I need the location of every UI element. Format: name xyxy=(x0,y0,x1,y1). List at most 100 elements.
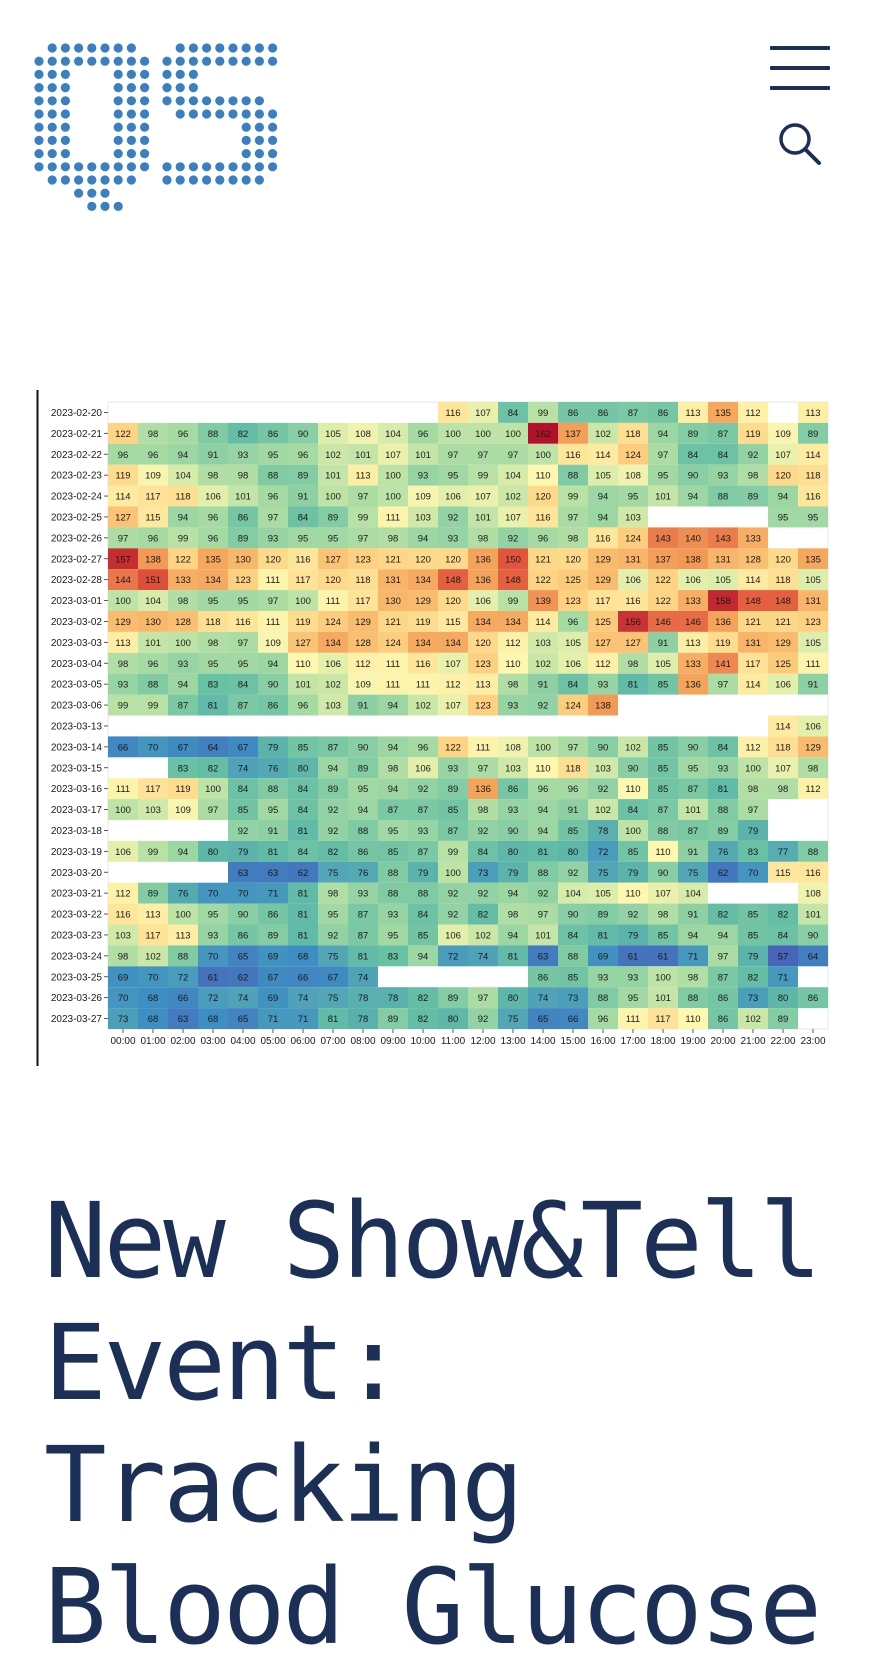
heatmap-cell-label: 99 xyxy=(478,471,489,482)
heatmap-cell-label: 84 xyxy=(568,680,579,691)
search-button[interactable] xyxy=(774,118,828,172)
heatmap-cell-label: 81 xyxy=(508,951,519,962)
heatmap-cell xyxy=(258,945,288,967)
heatmap-cell xyxy=(438,631,468,653)
heatmap-cell xyxy=(318,422,348,444)
heatmap-cell-label: 86 xyxy=(658,408,669,419)
heatmap-cell xyxy=(678,924,708,946)
logo-dot xyxy=(126,135,136,145)
heatmap-cell xyxy=(468,694,498,716)
heatmap-cell xyxy=(288,1008,318,1029)
qs-logo[interactable] xyxy=(30,38,290,238)
heatmap-cell xyxy=(408,652,438,674)
heatmap-cell-label: 94 xyxy=(178,847,189,858)
heatmap-cell xyxy=(708,548,738,570)
heatmap-cell xyxy=(378,652,408,674)
heatmap-cell xyxy=(138,840,168,862)
heatmap-cell xyxy=(468,652,498,674)
heatmap-cell-label: 129 xyxy=(355,617,371,628)
heatmap-cell-label: 80 xyxy=(778,993,789,1004)
heatmap-cell-label: 148 xyxy=(445,575,461,586)
logo-dot xyxy=(202,43,212,53)
logo-dot xyxy=(126,175,136,185)
heatmap-cell xyxy=(528,987,558,1009)
heatmap-cell xyxy=(318,464,348,486)
heatmap-cell-label: 88 xyxy=(538,868,549,879)
heatmap-cell-label: 112 xyxy=(745,742,760,753)
heatmap-cell xyxy=(438,694,468,716)
heatmap-cell-label: 100 xyxy=(505,429,521,440)
heatmap-cell-label: 146 xyxy=(685,617,701,628)
heatmap-cell-label: 103 xyxy=(535,638,551,649)
heatmap-cell xyxy=(708,569,738,591)
heatmap-cell xyxy=(168,631,198,653)
heatmap-cell-label: 107 xyxy=(505,512,521,523)
heatmap-cell xyxy=(648,840,678,862)
heatmap-cell xyxy=(288,506,318,528)
heatmap-cell xyxy=(318,548,348,570)
x-tick-label: 09:00 xyxy=(380,1036,405,1047)
heatmap-cell xyxy=(468,402,498,423)
logo-dot xyxy=(60,56,70,66)
heatmap-cell xyxy=(438,611,468,632)
logo-dot xyxy=(140,83,150,93)
heatmap-cell xyxy=(618,527,648,549)
heatmap-cell-label: 84 xyxy=(238,680,249,691)
heatmap-cell xyxy=(528,736,558,758)
heatmap-cell xyxy=(708,422,738,444)
heatmap-cell xyxy=(288,924,318,946)
heatmap-cell-label: 97 xyxy=(538,910,549,921)
heatmap-cell-label: 98 xyxy=(118,659,129,670)
heatmap-cell xyxy=(198,778,228,800)
menu-button[interactable] xyxy=(766,42,834,94)
logo-dot xyxy=(100,43,110,53)
heatmap-cell-label: 93 xyxy=(268,533,279,544)
heatmap-cell xyxy=(798,924,828,946)
heatmap-cell-label: 131 xyxy=(385,575,401,586)
heatmap-cell xyxy=(378,820,408,841)
heatmap-cell xyxy=(198,527,228,549)
heatmap-cell xyxy=(168,778,198,800)
heatmap-cell-label: 88 xyxy=(208,429,219,440)
heatmap-cell-label: 136 xyxy=(685,680,701,691)
heatmap-cell-label: 93 xyxy=(448,533,459,544)
logo-dot xyxy=(268,43,278,53)
heatmap-cell-label: 96 xyxy=(148,533,159,544)
y-tick-label: 2023-02-21 xyxy=(51,429,103,440)
heatmap-cell-label: 88 xyxy=(808,847,819,858)
heatmap-cell-label: 120 xyxy=(265,554,281,565)
heatmap-cell xyxy=(408,422,438,444)
heatmap-cell-label: 99 xyxy=(148,701,159,712)
logo-dot xyxy=(74,175,84,185)
heatmap-cell xyxy=(528,966,558,988)
heatmap-cell-label: 96 xyxy=(208,533,219,544)
heatmap-cell xyxy=(408,590,438,611)
heatmap-cell xyxy=(108,485,138,507)
heatmap-cell-label: 86 xyxy=(508,784,519,795)
heatmap-cell-label: 81 xyxy=(328,1014,339,1025)
heatmap-cell xyxy=(708,861,738,883)
logo-dot xyxy=(100,188,110,198)
heatmap-cell xyxy=(438,924,468,946)
heatmap-cell-label: 92 xyxy=(418,784,429,795)
heatmap-cell xyxy=(768,569,798,591)
heatmap-cell-label: 100 xyxy=(535,742,551,753)
heatmap-cell-label: 107 xyxy=(475,408,491,419)
heatmap-cell-label: 84 xyxy=(568,930,579,941)
heatmap-cell xyxy=(528,527,558,549)
heatmap-cell-label: 118 xyxy=(775,575,790,586)
x-tick-label: 15:00 xyxy=(560,1036,585,1047)
heatmap-cell xyxy=(108,903,138,925)
article-title[interactable]: New Show&Tell Event: Tracking Blood Gluc… xyxy=(44,1180,822,1668)
heatmap-cell xyxy=(408,569,438,591)
logo-dot xyxy=(175,43,185,53)
heatmap-cell xyxy=(558,882,588,904)
heatmap-cell xyxy=(378,548,408,570)
heatmap-cell-label: 100 xyxy=(745,763,761,774)
logo-dot xyxy=(268,56,278,66)
hero-image[interactable]: 116 107 84 99 86 86 87 86 113 135 112 113 122 98 96 88 8… xyxy=(36,390,836,1068)
heatmap-cell-label: 100 xyxy=(655,972,671,983)
heatmap-cell xyxy=(108,631,138,653)
heatmap-cell xyxy=(648,945,678,967)
heatmap-cell xyxy=(498,527,528,549)
